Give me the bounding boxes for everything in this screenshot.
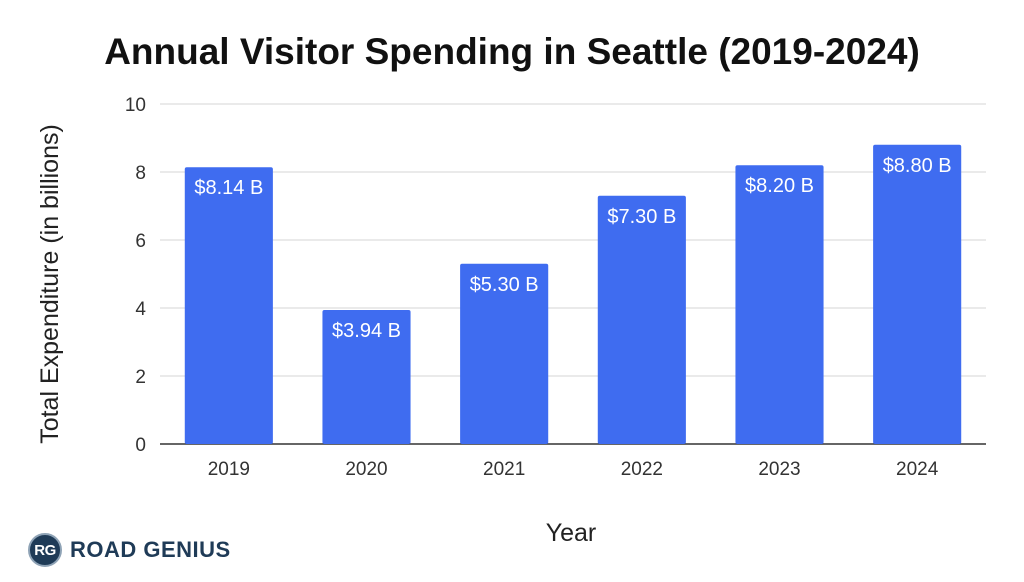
x-axis-label: Year xyxy=(546,519,597,547)
grid-layer xyxy=(160,103,986,445)
y-tick-label: 6 xyxy=(135,231,146,252)
y-tick-label: 4 xyxy=(135,299,146,320)
y-tick-label: 10 xyxy=(125,95,146,116)
y-ticks-layer: 0 2 4 6 8 10 xyxy=(125,95,147,456)
brand-badge-text: RG xyxy=(34,541,56,559)
bar-2020 xyxy=(322,310,411,444)
data-label-2023: $8.20 B xyxy=(745,175,814,197)
y-tick-label: 0 xyxy=(135,435,146,456)
y-tick-label: 8 xyxy=(135,163,146,184)
brand-badge-icon: RG xyxy=(28,533,62,567)
road-genius-logo: RG ROAD GENIUS xyxy=(28,532,231,568)
bar-2024 xyxy=(873,144,962,445)
data-label-2022: $7.30 B xyxy=(607,206,676,228)
data-label-2020: $3.94 B xyxy=(332,320,401,342)
y-axis-label: Total Expenditure (in billions) xyxy=(36,124,64,444)
bars-layer xyxy=(184,144,962,445)
x-tick-label: 2021 xyxy=(483,459,525,480)
x-tick-label: 2020 xyxy=(345,459,387,480)
labels-layer: $8.14 B $3.94 B $5.30 B $7.30 B $8.20 B $8.80… xyxy=(194,155,951,342)
brand-name: ROAD GENIUS xyxy=(70,537,231,562)
bar-2021 xyxy=(460,263,549,444)
x-ticks-layer: 2019 2020 2021 2022 2023 2024 xyxy=(208,459,939,480)
x-tick-label: 2019 xyxy=(208,459,250,480)
data-label-2024: $8.80 B xyxy=(883,155,952,177)
y-tick-label: 2 xyxy=(135,367,146,388)
chart-title: Annual Visitor Spending in Seattle (2019… xyxy=(104,31,920,72)
bar-2023 xyxy=(735,165,824,444)
x-tick-label: 2024 xyxy=(896,459,939,480)
data-label-2019: $8.14 B xyxy=(194,177,263,199)
x-tick-label: 2022 xyxy=(621,459,663,480)
bar-2022 xyxy=(597,195,686,444)
x-tick-label: 2023 xyxy=(758,459,800,480)
bar-2019 xyxy=(184,167,273,445)
data-label-2021: $5.30 B xyxy=(470,274,539,296)
